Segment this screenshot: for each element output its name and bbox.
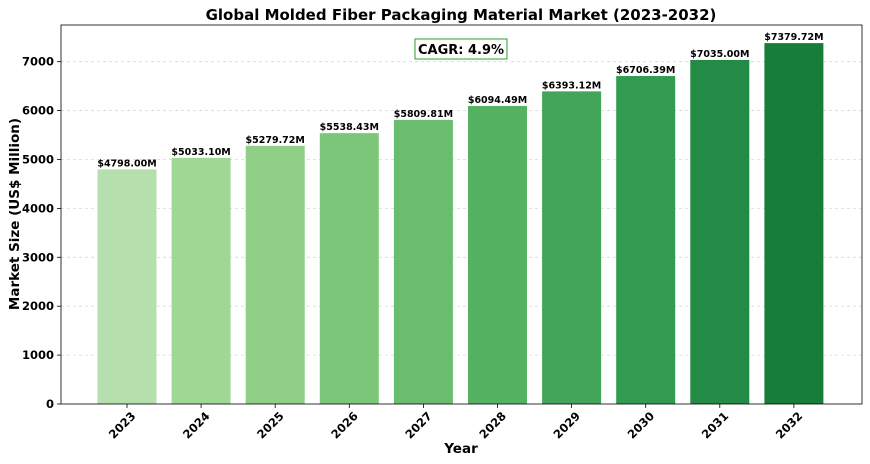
bar-value-label-2032: $7379.72M (764, 32, 823, 43)
x-tick-label-2026: 2026 (328, 409, 361, 442)
y-tick-label-3000: 3000 (22, 250, 54, 264)
bar-value-label-2031: $7035.00M (690, 49, 749, 60)
bar-value-label-2023: $4798.00M (97, 158, 156, 169)
x-tick-label-2025: 2025 (254, 409, 287, 442)
y-tick-label-5000: 5000 (22, 152, 54, 166)
cagr-text: CAGR: 4.9% (418, 43, 504, 58)
bar-2024 (171, 157, 231, 404)
x-tick-label-2027: 2027 (402, 409, 435, 442)
y-tick-label-0: 0 (46, 397, 54, 411)
chart-title: Global Molded Fiber Packaging Material M… (206, 6, 717, 24)
bar-value-label-2024: $5033.10M (171, 147, 230, 158)
y-tick-label-7000: 7000 (22, 55, 54, 69)
x-tick-label-2023: 2023 (106, 409, 139, 442)
bar-value-label-2029: $6393.12M (542, 80, 601, 91)
bar-2028 (468, 105, 527, 404)
bar-2030 (616, 76, 676, 405)
y-tick-label-1000: 1000 (22, 348, 54, 362)
bar-2027 (393, 119, 453, 405)
bar-value-label-2030: $6706.39M (616, 65, 675, 76)
bar-2031 (690, 59, 750, 404)
plot-frame (60, 24, 863, 405)
bar-value-label-2028: $6094.49M (468, 95, 527, 106)
x-axis: 2023 2024 2025 2026 2027 2028 2029 2030 2031 2032 (106, 404, 805, 441)
x-tick-label-2032: 2032 (773, 409, 806, 442)
bar-2029 (542, 91, 602, 405)
y-tick-label-6000: 6000 (22, 104, 54, 118)
bar-value-labels: $4798.00M $5033.10M $5279.72M $5538.43M $580… (97, 32, 823, 169)
bar-value-label-2025: $5279.72M (246, 135, 305, 146)
y-tick-label-4000: 4000 (22, 201, 54, 215)
x-tick-label-2030: 2030 (625, 409, 658, 442)
cagr-box (414, 38, 508, 60)
bars (97, 43, 824, 405)
x-tick-label-2024: 2024 (180, 409, 213, 442)
bar-value-label-2026: $5538.43M (320, 122, 379, 133)
y-axis-label: Market Size (US$ Million) (7, 118, 23, 310)
bar-value-label-2027: $5809.81M (394, 109, 453, 120)
bar-2025 (245, 145, 305, 404)
x-axis-label: Year (443, 441, 478, 457)
x-tick-label-2031: 2031 (699, 409, 732, 442)
bar-2026 (319, 133, 379, 405)
x-tick-label-2029: 2029 (551, 409, 584, 442)
bar-2023 (97, 169, 157, 404)
cagr-annotation: CAGR: 4.9% (414, 38, 508, 60)
y-tick-label-2000: 2000 (22, 299, 54, 313)
x-tick-label-2028: 2028 (476, 409, 509, 442)
y-axis: 0 1000 2000 3000 4000 5000 6000 7000 (22, 55, 61, 411)
bar-2032 (764, 43, 824, 405)
